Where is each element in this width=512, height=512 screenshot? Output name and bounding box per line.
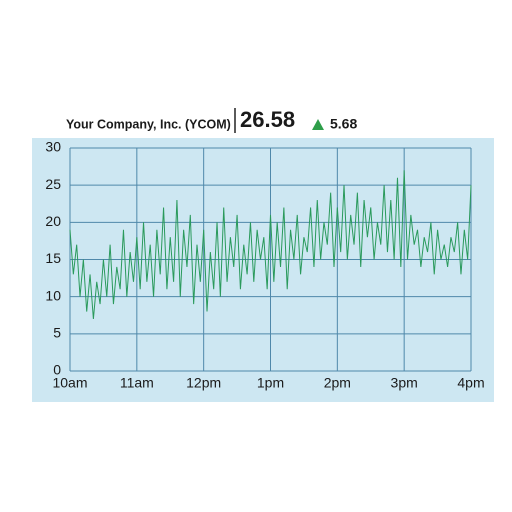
x-tick-label: 10am — [52, 375, 87, 391]
y-tick-label: 10 — [45, 287, 61, 303]
up-arrow — [312, 119, 324, 130]
chart-title: Your Company, Inc. (YCOM) — [66, 117, 231, 131]
x-tick-label: 4pm — [457, 375, 484, 391]
y-tick-label: 20 — [45, 213, 61, 229]
y-tick-label: 25 — [45, 176, 61, 192]
x-tick-label: 11am — [120, 375, 154, 391]
y-tick-label: 15 — [45, 250, 61, 266]
x-tick-label: 12pm — [186, 375, 221, 391]
price-line — [69, 170, 472, 320]
y-tick-label: 5 — [53, 325, 61, 341]
price-change: 5.68 — [330, 116, 357, 132]
x-tick-label: 3pm — [391, 375, 418, 391]
y-tick-label: 0 — [53, 362, 61, 378]
x-tick-label: 1pm — [257, 375, 284, 391]
chart-panel — [32, 138, 494, 402]
last-price: 26.58 — [240, 107, 295, 132]
x-tick-label: 2pm — [324, 375, 351, 391]
y-tick-label: 30 — [45, 139, 61, 155]
